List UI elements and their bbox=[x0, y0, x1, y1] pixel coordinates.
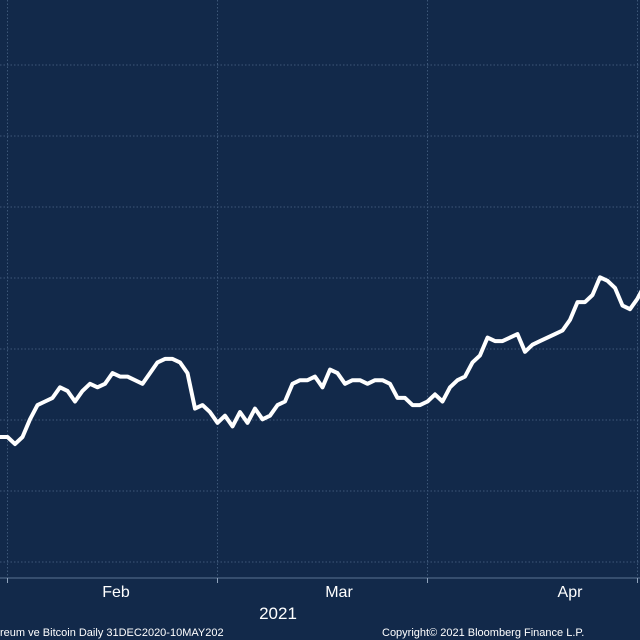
x-tick-label-feb: Feb bbox=[102, 584, 130, 601]
footer-series-description: reum ve Bitcoin Daily 31DEC2020-10MAY202 bbox=[0, 627, 224, 639]
x-tick-label-apr: Apr bbox=[558, 584, 584, 601]
x-axis-ticks bbox=[7, 578, 638, 583]
x-axis-year-label: 2021 bbox=[259, 604, 297, 623]
footer-copyright: Copyright© 2021 Bloomberg Finance L.P. bbox=[382, 627, 584, 639]
series-line bbox=[0, 275, 640, 447]
x-tick-label-mar: Mar bbox=[325, 584, 353, 601]
horizontal-gridlines bbox=[0, 64, 640, 563]
